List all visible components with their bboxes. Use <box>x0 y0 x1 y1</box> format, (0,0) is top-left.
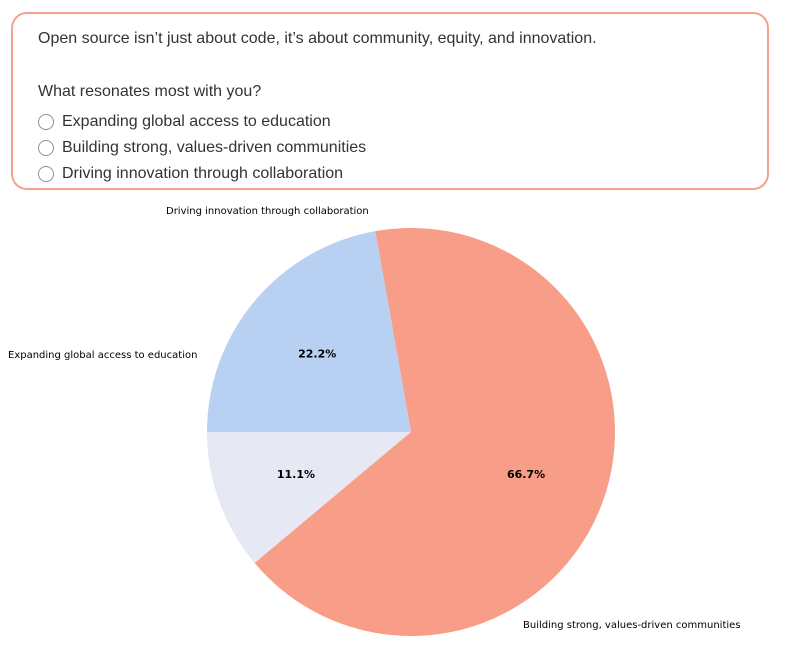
pie-slice <box>207 432 411 564</box>
pie-percent-label: 11.1% <box>277 468 315 481</box>
poll-option-label: Expanding global access to education <box>62 113 331 130</box>
poll-option-education[interactable]: Expanding global access to education <box>38 109 366 135</box>
pie-slice-label: Building strong, values-driven communiti… <box>523 620 741 631</box>
pie-slice <box>207 231 411 432</box>
results-pie-chart: 11.1% Expanding global access to educatio… <box>8 206 741 636</box>
poll-option-communities[interactable]: Building strong, values-driven communiti… <box>38 135 366 161</box>
pie-slice <box>254 228 615 636</box>
radio-button[interactable] <box>38 166 54 182</box>
pie-slice-label: Expanding global access to education <box>8 350 197 361</box>
poll-intro-text: Open source isn’t just about code, it’s … <box>38 30 597 47</box>
poll-option-innovation[interactable]: Driving innovation through collaboration <box>38 161 366 187</box>
poll-options: Expanding global access to education Bui… <box>38 109 366 187</box>
pie-percent-label: 66.7% <box>507 468 545 481</box>
radio-button[interactable] <box>38 140 54 156</box>
radio-button[interactable] <box>38 114 54 130</box>
pie-slice-label: Driving innovation through collaboration <box>166 206 369 217</box>
poll-card: Open source isn’t just about code, it’s … <box>11 12 769 190</box>
poll-option-label: Building strong, values-driven communiti… <box>62 139 367 156</box>
pie-percent-label: 22.2% <box>298 347 336 360</box>
poll-question: What resonates most with you? <box>38 83 262 100</box>
poll-option-label: Driving innovation through collaboration <box>62 165 344 182</box>
